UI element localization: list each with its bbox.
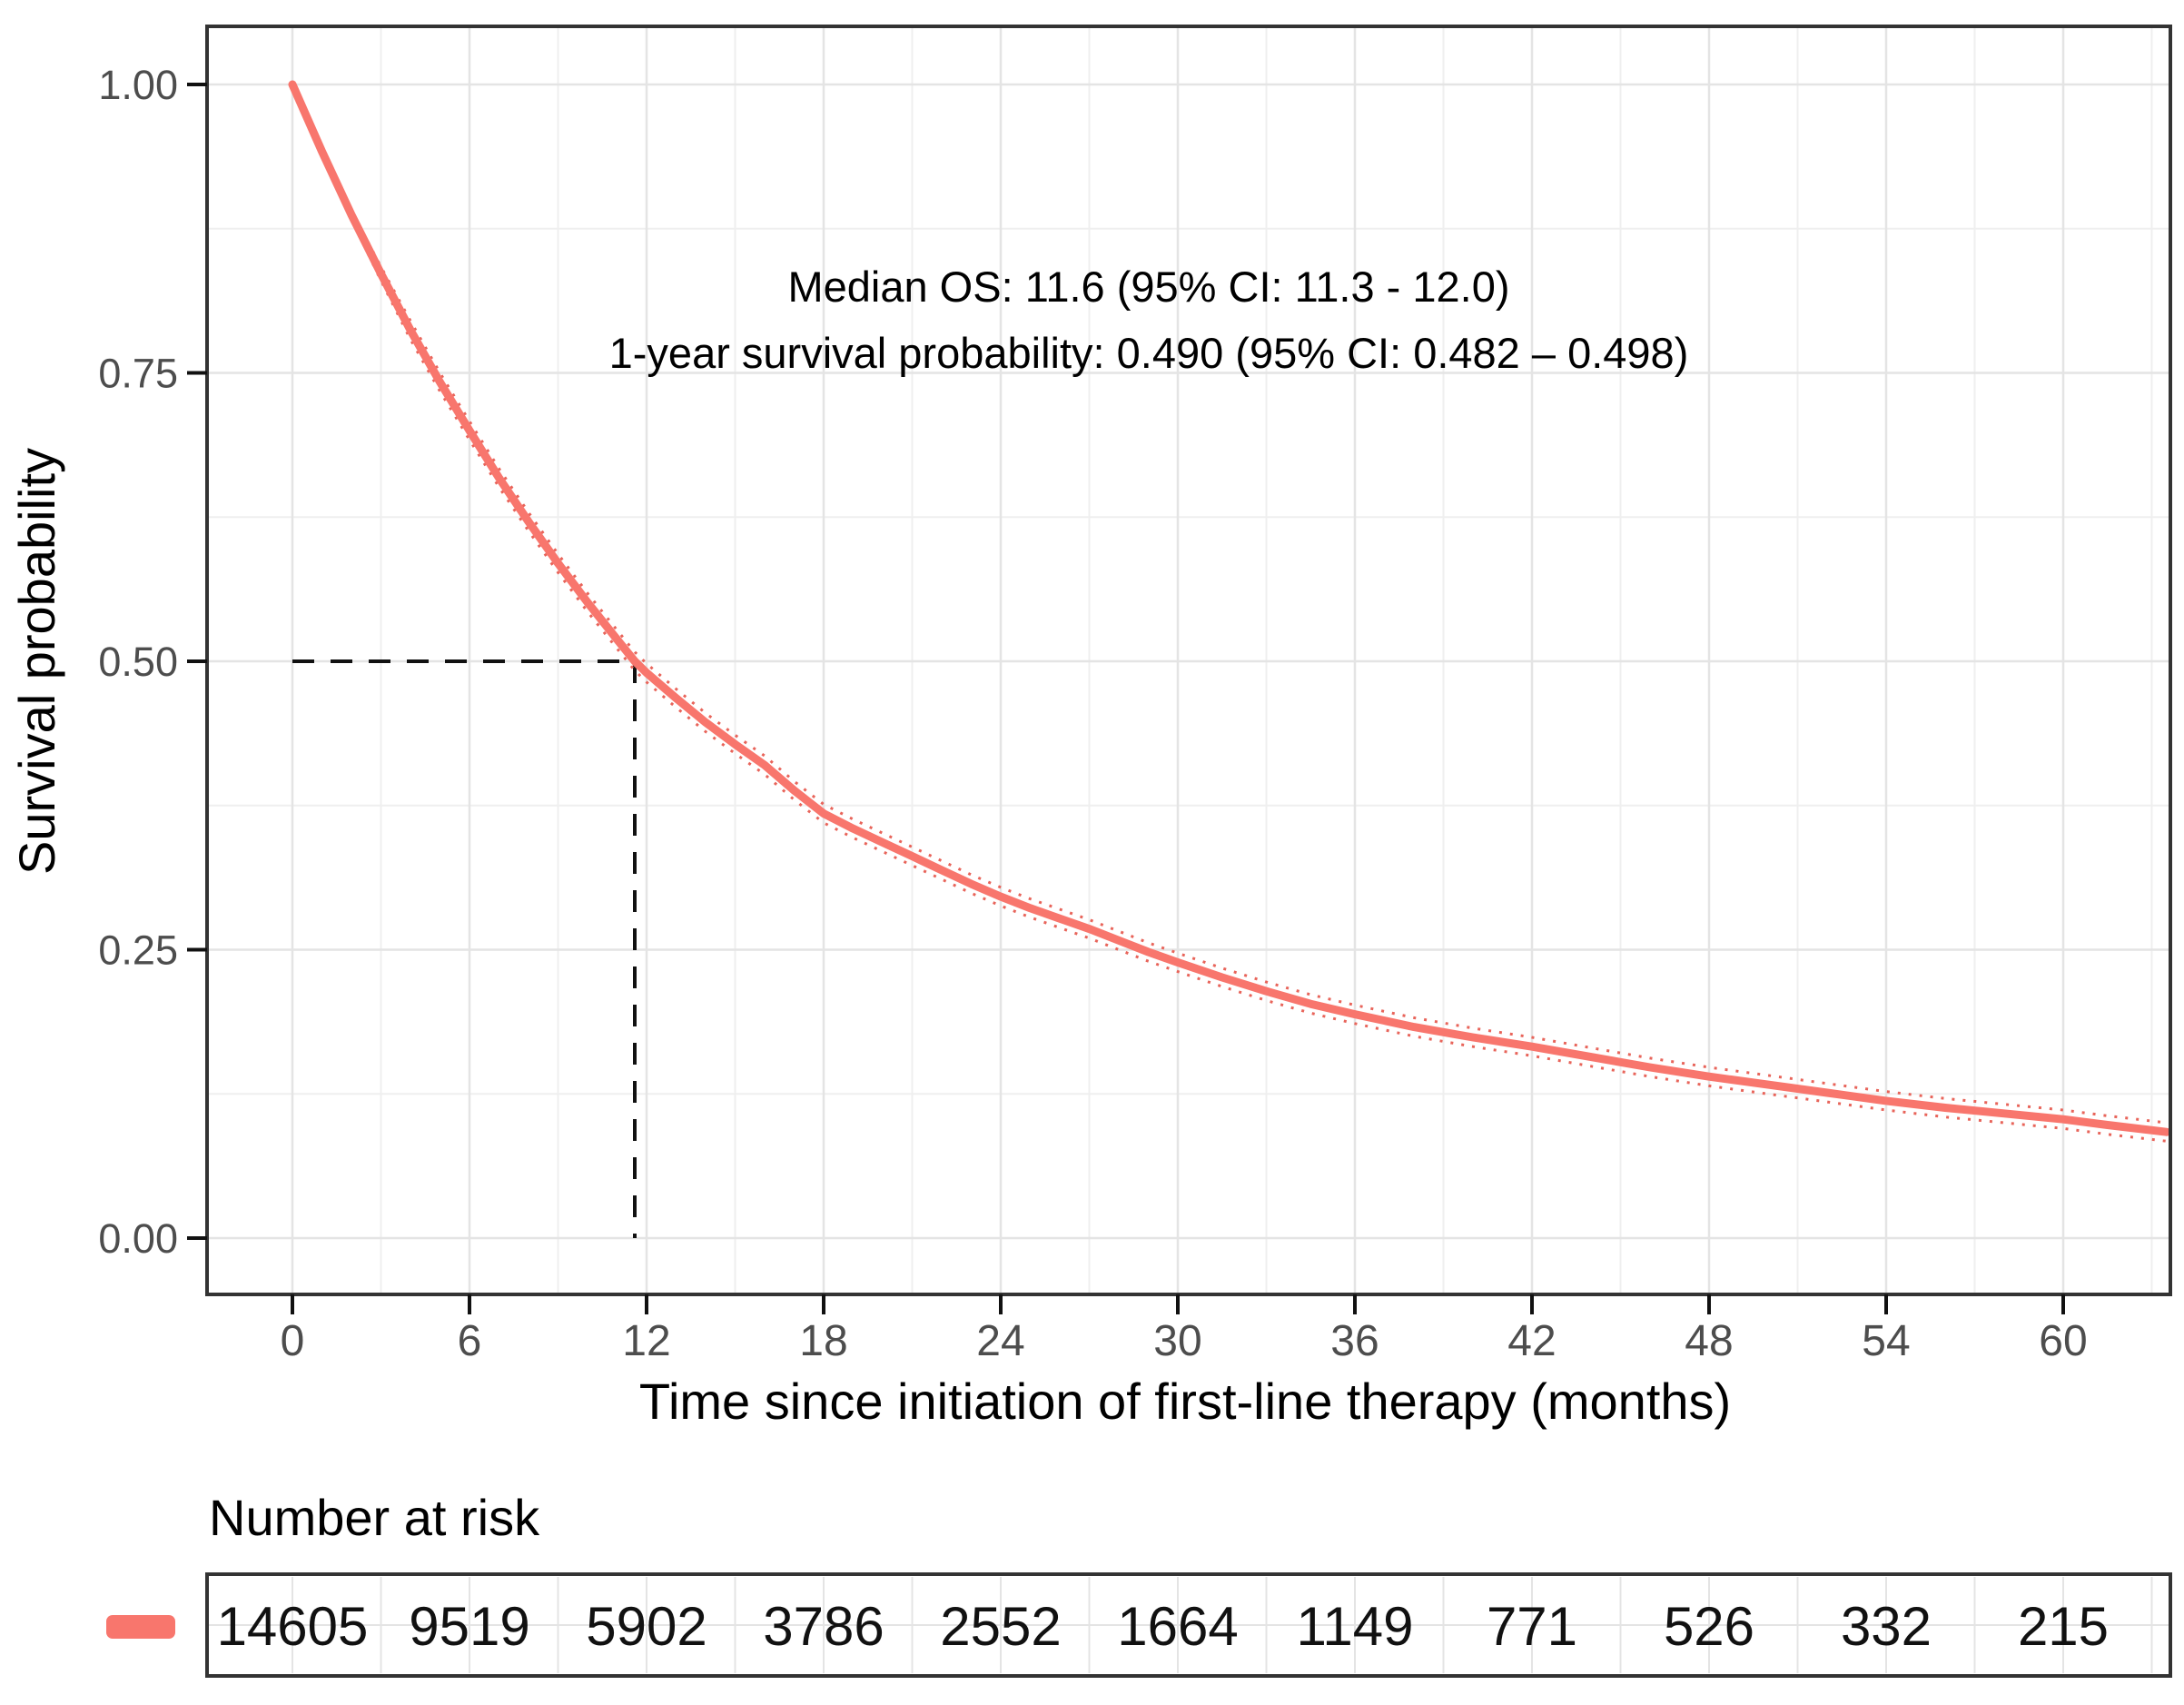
ci-lower-dotted-line	[291, 84, 2167, 1143]
y-tick-label: 0.75	[98, 351, 178, 397]
x-tick-label: 0	[281, 1317, 305, 1365]
risk-count: 9519	[409, 1596, 529, 1657]
x-axis-tick-labels: 0 6 12 18 24 30 36 42 48 54 60	[281, 1317, 2088, 1365]
x-tick-label: 12	[622, 1317, 670, 1365]
risk-table-title: Number at risk	[209, 1489, 540, 1546]
x-tick-label: 54	[1862, 1317, 1910, 1365]
strata-legend-key	[106, 1615, 175, 1639]
y-tick-label: 0.00	[98, 1215, 178, 1262]
risk-count: 1664	[1117, 1596, 1238, 1657]
risk-count: 526	[1664, 1596, 1754, 1657]
risk-count: 771	[1487, 1596, 1577, 1657]
y-axis-tick-labels: 1.00 0.75 0.50 0.25 0.00	[98, 62, 178, 1262]
one-year-survival-annotation: 1-year survival probability: 0.490 (95% …	[609, 329, 1689, 377]
x-tick-label: 6	[458, 1317, 482, 1365]
median-os-annotation: Median OS: 11.6 (95% CI: 11.3 - 12.0)	[787, 263, 1509, 311]
risk-count: 14605	[217, 1596, 369, 1657]
risk-table-border	[205, 1572, 2172, 1678]
x-tick-label: 18	[799, 1317, 847, 1365]
x-tick-label: 42	[1507, 1317, 1556, 1365]
median-reference-lines	[292, 659, 637, 1238]
gridlines-major	[207, 26, 2170, 1294]
risk-count: 332	[1841, 1596, 1932, 1657]
risk-count: 1149	[1296, 1596, 1413, 1657]
risk-count: 215	[2018, 1596, 2109, 1657]
survival-curve	[288, 80, 2171, 1136]
x-tick-label: 48	[1685, 1317, 1733, 1365]
risk-count: 2552	[940, 1596, 1061, 1657]
axis-tick-marks	[187, 83, 2065, 1314]
y-tick-label: 0.25	[98, 927, 178, 974]
y-tick-label: 1.00	[98, 62, 178, 108]
risk-table-numbers: 14605 9519 5902 3786 2552 1664 1149 771 526 332 21…	[217, 1596, 2109, 1657]
x-tick-label: 36	[1330, 1317, 1379, 1365]
y-axis-title: Survival probability	[8, 448, 65, 875]
x-tick-label: 24	[976, 1317, 1024, 1365]
risk-count: 5902	[586, 1596, 707, 1657]
risk-count: 3786	[763, 1596, 884, 1657]
x-tick-label: 30	[1153, 1317, 1201, 1365]
risk-table-gridlines	[209, 1577, 2169, 1673]
survival-curve-group	[288, 80, 2171, 1143]
y-tick-label: 0.50	[98, 639, 178, 685]
x-tick-label: 60	[2039, 1317, 2087, 1365]
x-axis-title: Time since initiation of first-line ther…	[639, 1373, 1731, 1430]
